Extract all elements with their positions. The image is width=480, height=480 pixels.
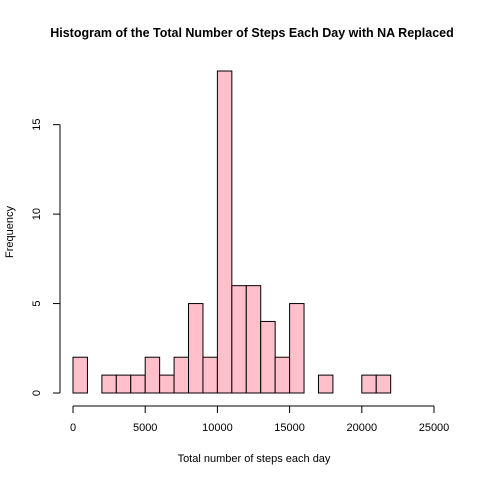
histogram-bar-8000 [188,303,204,394]
histogram-bar-9000 [202,356,218,394]
histogram-bar-10000 [216,70,233,394]
histogram-bar-0 [72,356,88,394]
histogram-bar-5000 [144,356,161,394]
histogram-bar-15000 [289,303,305,394]
y-tick-label: 0 [31,390,43,396]
y-axis: 0 5 10 15 [31,119,61,396]
x-tick-label: 10000 [202,422,233,434]
y-tick-label: 10 [31,208,43,220]
x-axis: 0 5000 10000 15000 20000 25000 [70,405,450,434]
histogram-bar-13000 [260,320,276,394]
histogram-bar-6000 [159,374,175,394]
histogram-bar-21000 [375,374,392,394]
x-axis-label: Total number of steps each day [178,453,331,465]
histogram-bar-2000 [101,374,117,394]
bars-group [72,70,392,394]
chart-title: Histogram of the Total Number of Steps E… [50,26,454,40]
histogram-bar-4000 [130,374,146,394]
histogram-bar-11000 [231,285,247,394]
y-tick-label: 5 [31,300,43,306]
x-tick-label: 20000 [347,422,378,434]
histogram-bar-12000 [245,285,262,394]
histogram-bar-17000 [317,374,334,394]
y-tick-label: 15 [31,119,43,131]
x-tick-label: 0 [70,422,76,434]
y-axis-label: Frequency [4,206,16,258]
histogram-bar-7000 [173,356,190,394]
histogram-bar-3000 [115,374,132,394]
histogram-bar-20000 [361,374,377,394]
x-tick-label: 25000 [419,422,450,434]
histogram-bar-14000 [274,356,291,394]
x-tick-label: 5000 [133,422,157,434]
x-tick-label: 15000 [274,422,305,434]
